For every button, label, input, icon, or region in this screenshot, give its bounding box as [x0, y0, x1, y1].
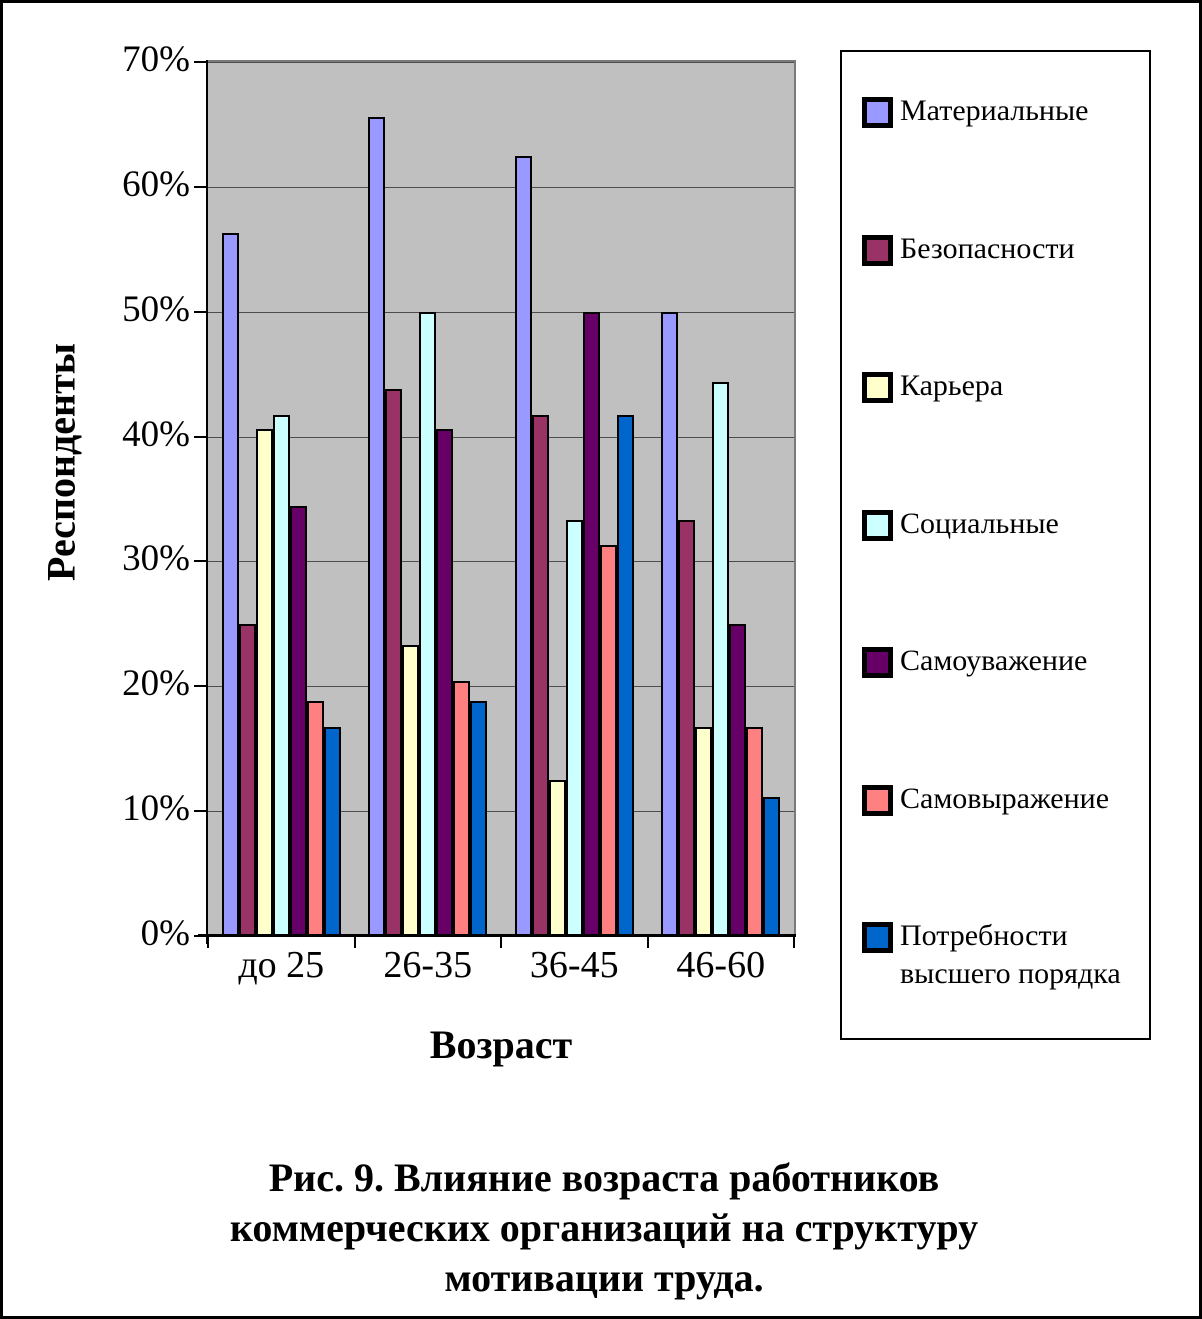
caption-line: коммерческих организаций на структуру — [229, 1205, 979, 1250]
y-tick-mark — [194, 185, 206, 188]
bar-Карьера-36-45 — [548, 780, 566, 936]
y-tick-mark — [194, 310, 206, 313]
x-tick-mark — [353, 936, 356, 948]
legend-marker-icon — [862, 647, 893, 678]
bar-Социальные-46-60 — [712, 382, 730, 936]
bar-Самовыражение-26-35 — [453, 681, 471, 936]
bar-Материальные-46-60 — [661, 312, 679, 936]
bar-Потребности высшего порядка-26-35 — [470, 701, 488, 936]
bar-Потребности высшего порядка-до 25 — [323, 727, 341, 936]
bar-Безопасности-26-35 — [385, 389, 403, 936]
bar-Безопасности-до 25 — [238, 624, 256, 936]
legend-label: Материальные — [900, 94, 1089, 127]
gridline-50 — [208, 311, 794, 313]
legend-marker-icon — [862, 234, 893, 266]
gridline-10 — [208, 811, 794, 813]
y-tick-mark — [194, 435, 206, 438]
gridline-40 — [208, 436, 794, 438]
x-tick-label-до 25: до 25 — [238, 944, 325, 986]
bar-Потребности высшего порядка-36-45 — [616, 415, 634, 936]
gridline-20 — [208, 686, 794, 688]
caption-line: Рис. 9. Влияние возраста работников — [268, 1155, 940, 1200]
bar-Самоуважение-36-45 — [582, 312, 600, 936]
bar-Материальные-до 25 — [221, 233, 239, 936]
y-tick-mark — [194, 685, 206, 688]
caption: Рис. 9. Влияние возраста работников комм… — [154, 1153, 1054, 1303]
bar-Карьера-до 25 — [255, 429, 273, 936]
x-tick-mark — [500, 936, 502, 948]
bar-Материальные-26-35 — [368, 117, 386, 936]
y-tick-label-50: 50% — [122, 288, 190, 330]
bar-Самоуважение-до 25 — [289, 506, 307, 936]
legend-item-Самовыражение: Самовыражение — [862, 780, 1141, 818]
y-tick-label-10: 10% — [122, 788, 190, 830]
legend-label: Потребности высшего порядка — [900, 919, 1121, 990]
y-tick-mark — [194, 810, 206, 813]
x-axis-title: Возраст — [429, 1022, 573, 1067]
y-tick-labels: 0% 10% 20% 30% 40% 50% 60% 70% — [58, 40, 190, 954]
legend-marker-icon — [862, 509, 893, 541]
y-tick-label-0: 0% — [140, 913, 190, 954]
x-tick-mark — [646, 936, 649, 948]
legend-marker-icon — [862, 922, 893, 953]
y-axis-line — [206, 60, 208, 944]
bar-Потребности высшего порядка-46-60 — [763, 797, 781, 936]
bar-Самовыражение-36-45 — [599, 545, 617, 936]
legend-item-Карьера: Карьера — [862, 367, 1141, 405]
bar-Карьера-46-60 — [695, 727, 713, 936]
legend-label: Самоуважение — [900, 644, 1088, 677]
y-tick-label-30: 30% — [122, 538, 190, 580]
x-tick-label-46-60: 46-60 — [676, 944, 766, 986]
legend-marker-icon — [862, 372, 893, 403]
bar-Материальные-36-45 — [514, 156, 532, 936]
y-tick-label-20: 20% — [122, 663, 190, 705]
legend-label: Социальные — [900, 506, 1059, 540]
legend-marker-icon — [862, 97, 893, 128]
legend-label: Самовыражение — [900, 781, 1110, 815]
y-tick-label-40: 40% — [122, 413, 190, 455]
bar-Безопасности-46-60 — [678, 520, 696, 936]
bar-Самовыражение-до 25 — [306, 701, 324, 936]
legend-label: Безопасности — [900, 231, 1075, 265]
gridline-70 — [208, 62, 794, 63]
bar-Безопасности-36-45 — [531, 415, 549, 936]
legend-marker-icon — [862, 784, 893, 816]
y-tick-mark — [194, 560, 206, 563]
legend-item-Потребности высшего порядка: Потребности высшего порядка — [862, 917, 1141, 992]
legend-label: Карьера — [900, 369, 1004, 402]
legend-item-Материальные: Материальные — [862, 92, 1141, 130]
legend-item-Самоуважение: Самоуважение — [862, 642, 1141, 680]
plot-area — [194, 60, 796, 948]
x-axis-line — [198, 934, 796, 937]
y-tick-label-60: 60% — [122, 163, 190, 205]
caption-line: мотивации труда. — [444, 1255, 764, 1300]
y-tick-mark — [194, 61, 206, 63]
gridline-60 — [208, 186, 794, 188]
x-tick-label-26-35: 26-35 — [383, 944, 473, 986]
legend-item-Социальные: Социальные — [862, 505, 1141, 543]
legend: Материальные Безопасности Карьера Социальны… — [840, 50, 1151, 1040]
bar-Социальные-до 25 — [272, 415, 290, 936]
x-tick-label-36-45: 36-45 — [529, 944, 619, 986]
y-tick-label-70: 70% — [122, 39, 190, 80]
bar-Социальные-26-35 — [419, 312, 437, 936]
legend-item-Безопасности: Безопасности — [862, 230, 1141, 268]
x-tick-mark — [207, 936, 209, 948]
bar-Самоуважение-26-35 — [436, 429, 454, 936]
x-tick-mark — [793, 936, 795, 948]
gridline-30 — [208, 561, 794, 563]
bar-Карьера-26-35 — [402, 645, 420, 936]
bar-Самовыражение-46-60 — [746, 727, 764, 936]
bar-Социальные-36-45 — [565, 520, 583, 936]
bar-Самоуважение-46-60 — [729, 624, 747, 936]
